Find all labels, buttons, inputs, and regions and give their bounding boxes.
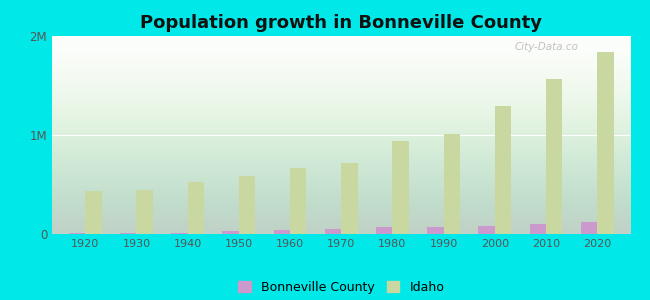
Bar bbox=[85, 191, 101, 234]
Bar bbox=[495, 106, 511, 234]
Text: City-Data.co: City-Data.co bbox=[515, 42, 578, 52]
Bar bbox=[444, 134, 460, 234]
Bar bbox=[478, 226, 495, 234]
Bar bbox=[546, 79, 562, 234]
Legend: Bonneville County, Idaho: Bonneville County, Idaho bbox=[233, 276, 449, 299]
Title: Population growth in Bonneville County: Population growth in Bonneville County bbox=[140, 14, 542, 32]
Bar bbox=[239, 176, 255, 234]
Bar bbox=[597, 52, 614, 234]
Bar bbox=[120, 233, 136, 234]
Bar bbox=[172, 233, 188, 234]
Bar bbox=[530, 224, 546, 234]
Bar bbox=[427, 227, 444, 234]
Bar bbox=[188, 182, 204, 234]
Bar bbox=[290, 168, 306, 234]
Bar bbox=[581, 222, 597, 234]
Bar bbox=[393, 141, 409, 234]
Bar bbox=[376, 227, 393, 234]
Bar bbox=[274, 230, 290, 234]
Bar bbox=[222, 231, 239, 234]
Bar bbox=[325, 229, 341, 234]
Bar bbox=[341, 164, 358, 234]
Bar bbox=[69, 233, 85, 234]
Bar bbox=[136, 190, 153, 234]
